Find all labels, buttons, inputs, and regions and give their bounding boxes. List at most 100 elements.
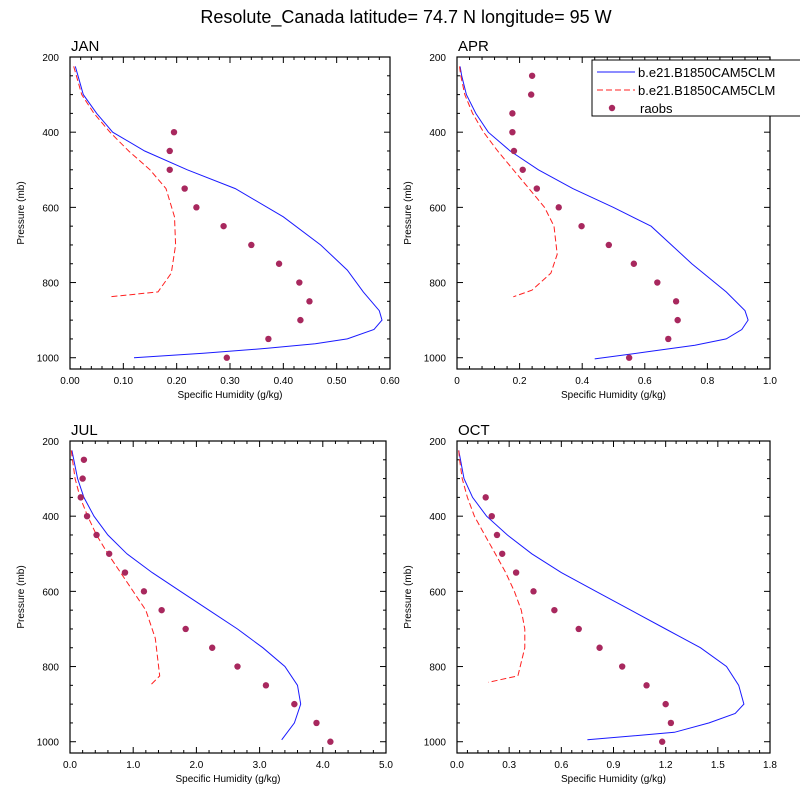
x-tick-label: 0.50	[327, 376, 347, 387]
raobs-point	[105, 550, 113, 557]
model-dashed-line	[73, 66, 177, 298]
y-axis-label: Pressure (mb)	[16, 565, 27, 628]
raobs-point	[667, 719, 675, 727]
raobs-point	[482, 494, 489, 501]
raobs-point	[262, 682, 270, 689]
y-axis-label: Pressure (mb)	[403, 565, 414, 628]
raobs-point	[658, 738, 666, 745]
raobs-point	[512, 569, 520, 576]
raobs-point	[596, 644, 603, 651]
raobs-point	[313, 719, 320, 727]
x-tick-label: 1.8	[763, 760, 777, 771]
raobs-point	[83, 512, 91, 520]
panel-jan: JAN 0.00 0.10 0.20 0.30 0.40 0.50 0.60 200 400 600…	[16, 38, 400, 401]
raobs-point	[551, 606, 558, 614]
raobs-point	[510, 147, 518, 155]
y-tick-label: 1000	[37, 354, 60, 365]
legend-marker-raobs	[608, 104, 616, 112]
x-tick-label: 0	[454, 376, 460, 387]
raobs-point	[674, 316, 681, 324]
model-dashed-line	[458, 450, 526, 683]
raobs-point	[533, 185, 541, 192]
plot-data	[458, 450, 745, 745]
raobs-point	[672, 298, 680, 305]
panel-oct: OCT 0.0 0.3 0.6 0.9 1.2 1.5 1.8 200 400 600 800 1000…	[403, 422, 777, 785]
raobs-point	[662, 700, 669, 708]
raobs-point	[528, 72, 536, 79]
x-tick-label: 1.0	[763, 376, 777, 387]
y-tick-label: 200	[42, 437, 59, 448]
x-tick-label: 0.40	[274, 376, 294, 387]
panel-label: OCT	[458, 422, 490, 439]
x-axis-label: Specific Humidity (g/kg)	[561, 390, 666, 401]
plot-frame	[69, 440, 387, 754]
raobs-point	[140, 588, 148, 595]
x-axis-label: Specific Humidity (g/kg)	[177, 390, 282, 401]
x-tick-label: 0.6	[554, 760, 568, 771]
raobs-point	[509, 128, 516, 136]
raobs-point	[79, 475, 86, 482]
y-tick-label: 800	[429, 663, 446, 674]
raobs-point	[493, 531, 501, 539]
x-tick-label: 0.0	[63, 760, 77, 771]
x-tick-label: 1.5	[711, 760, 725, 771]
y-tick-label: 400	[429, 512, 446, 523]
y-tick-label: 1000	[37, 738, 60, 749]
x-axis-label: Specific Humidity (g/kg)	[561, 774, 666, 785]
model-dashed-line	[459, 66, 558, 298]
raobs-point	[182, 625, 189, 633]
y-tick-label: 200	[429, 53, 446, 64]
raobs-point	[575, 625, 582, 633]
raobs-point	[121, 569, 129, 576]
x-tick-label: 5.0	[379, 760, 393, 771]
model-solid-line	[71, 450, 302, 741]
panel-label: JAN	[71, 38, 99, 55]
legend: b.e21.B1850CAM5CLM b.e21.B1850CAM5CLM raob…	[591, 59, 800, 117]
raobs-point	[234, 663, 241, 670]
raobs-point	[80, 456, 88, 463]
raobs-point	[297, 316, 304, 324]
x-tick-label: 0.3	[502, 760, 516, 771]
raobs-point	[291, 700, 298, 708]
plot-frame	[69, 56, 391, 370]
model-solid-line	[459, 66, 749, 360]
y-tick-label: 400	[429, 128, 446, 139]
y-tick-label: 600	[42, 203, 59, 214]
raobs-point	[265, 335, 272, 343]
raobs-point	[166, 166, 173, 173]
raobs-point	[509, 110, 516, 117]
y-tick-label: 600	[429, 203, 446, 214]
x-tick-label: 0.0	[450, 760, 464, 771]
x-tick-label: 3.0	[253, 760, 267, 771]
plot-frame	[456, 56, 771, 370]
raobs-point	[296, 279, 303, 286]
raobs-point	[643, 682, 650, 689]
raobs-point	[158, 606, 165, 614]
y-tick-label: 1000	[424, 354, 447, 365]
raobs-point	[275, 260, 283, 267]
x-tick-label: 0.30	[220, 376, 240, 387]
x-tick-label: 0.4	[575, 376, 589, 387]
raobs-point	[166, 147, 173, 155]
x-tick-label: 1.0	[126, 760, 140, 771]
x-tick-label: 1.2	[659, 760, 673, 771]
raobs-point	[605, 241, 613, 249]
legend-label: b.e21.B1850CAM5CLM	[638, 65, 775, 80]
y-tick-label: 600	[42, 587, 59, 598]
y-tick-label: 1000	[424, 738, 447, 749]
raobs-point	[527, 91, 535, 98]
raobs-point	[306, 298, 313, 305]
panel-apr: APR 0 0.2 0.4 0.6 0.8 1.0 200 400 600 800 1000 Speci…	[403, 38, 777, 401]
plot-data	[70, 450, 334, 745]
model-solid-line	[458, 450, 745, 741]
x-tick-label: 0.6	[638, 376, 652, 387]
x-axis-label: Specific Humidity (g/kg)	[175, 774, 280, 785]
raobs-point	[488, 512, 495, 520]
raobs-point	[499, 550, 506, 557]
raobs-point	[530, 588, 537, 595]
panel-label: APR	[458, 38, 489, 55]
legend-box	[591, 59, 800, 117]
raobs-point	[193, 204, 200, 211]
